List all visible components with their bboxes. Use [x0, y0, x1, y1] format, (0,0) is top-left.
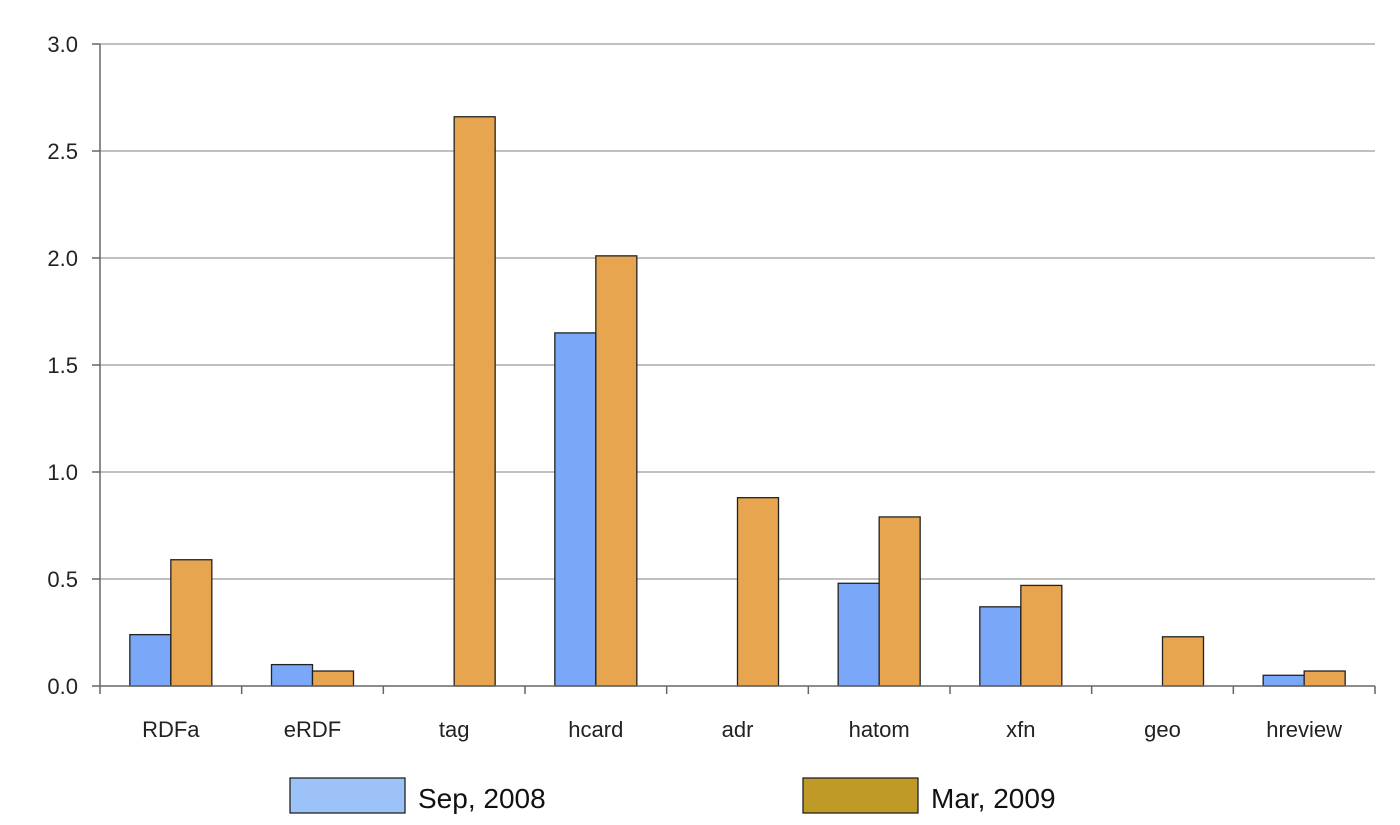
x-tick-label: xfn — [1006, 717, 1035, 742]
bar-hcard-series-2 — [595, 255, 638, 687]
x-tick-label: geo — [1144, 717, 1181, 742]
bar-hatom-series-2 — [878, 516, 921, 687]
x-tick-label: hcard — [568, 717, 623, 742]
bar-hreview-series-1 — [1262, 674, 1305, 687]
legend-label: Mar, 2009 — [931, 783, 1056, 814]
bar-hcard-series-1 — [554, 332, 597, 687]
y-tick-label: 2.0 — [47, 246, 78, 271]
y-tick-label: 0.5 — [47, 567, 78, 592]
gridlines — [100, 43, 1375, 580]
legend-label: Sep, 2008 — [418, 783, 546, 814]
x-tick-label: tag — [439, 717, 470, 742]
bar-hreview-series-2 — [1303, 670, 1346, 687]
bar-tag-series-2 — [453, 116, 496, 687]
y-tick-label: 2.5 — [47, 139, 78, 164]
bar-xfn-series-1 — [979, 606, 1022, 687]
bar-hatom-series-1 — [837, 582, 880, 687]
bar-rdfa-series-2 — [170, 559, 213, 687]
bar-geo-series-2 — [1161, 636, 1205, 687]
bar-rdfa-series-1 — [129, 633, 172, 687]
x-tick-label: adr — [722, 717, 754, 742]
y-axis-tick-labels: 0.0 0.5 1.0 1.5 2.0 2.5 3.0 — [47, 32, 78, 699]
x-tick-label: hreview — [1266, 717, 1342, 742]
bar-erdf-series-2 — [311, 670, 355, 687]
legend-swatch — [289, 777, 406, 814]
x-axis-tick-labels: RDFa eRDF tag hcard adr hatom xfn geo hreview — [142, 717, 1342, 742]
legend-swatch — [802, 777, 919, 814]
y-tick-label: 3.0 — [47, 32, 78, 57]
y-tick-label: 0.0 — [47, 674, 78, 699]
y-tick-label: 1.0 — [47, 460, 78, 485]
bar-adr-series-2 — [736, 497, 780, 687]
axes — [92, 43, 1376, 694]
legend: Sep, 2008 Mar, 2009 — [289, 777, 1056, 814]
bar-xfn-series-2 — [1020, 584, 1063, 687]
x-tick-label: eRDF — [284, 717, 341, 742]
x-tick-label: hatom — [849, 717, 910, 742]
bar-erdf-series-1 — [270, 663, 314, 687]
bars — [129, 116, 1346, 687]
y-tick-label: 1.5 — [47, 353, 78, 378]
x-tick-label: RDFa — [142, 717, 200, 742]
